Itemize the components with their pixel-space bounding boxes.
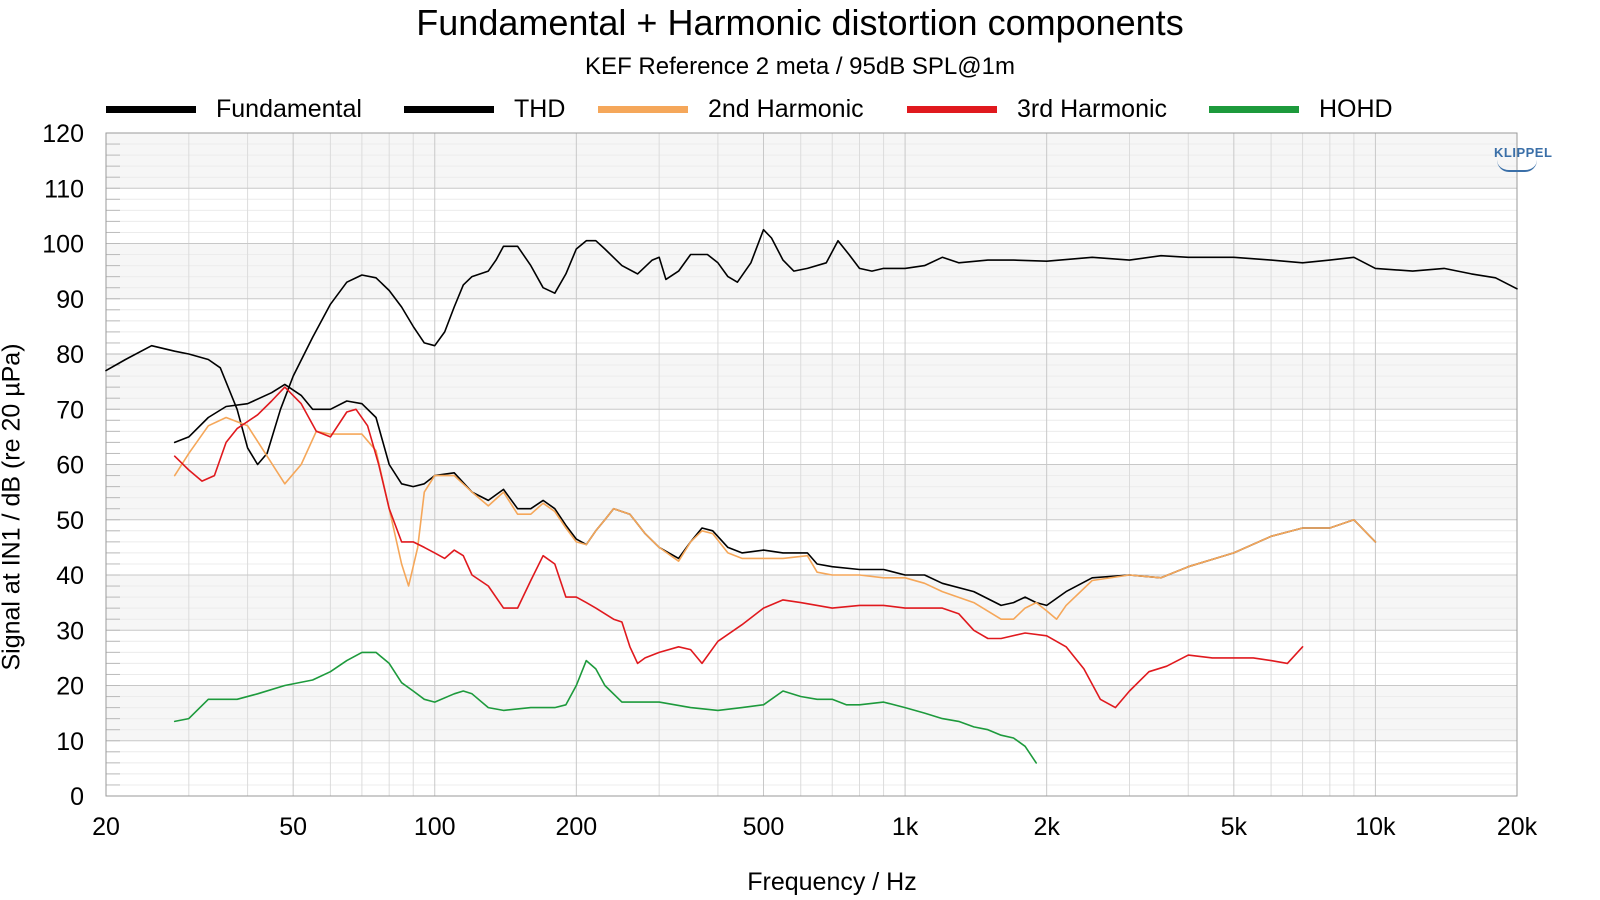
legend-item-thd: THD [404, 92, 565, 126]
x-tick-label: 2k [1033, 813, 1060, 841]
grid-band [106, 133, 1517, 189]
grid-band [106, 575, 1517, 631]
x-tick-label: 20k [1497, 813, 1538, 841]
legend-item-2nd-harmonic: 2nd Harmonic [598, 92, 864, 126]
plot-frame [105, 132, 1518, 797]
legend-swatch-2nd-harmonic [598, 105, 688, 113]
y-tick-label: 60 [56, 452, 84, 480]
x-tick-label: 5k [1221, 813, 1248, 841]
y-tick-label: 20 [56, 673, 84, 701]
y-tick-label: 30 [56, 617, 84, 645]
y-tick-label: 0 [70, 783, 84, 811]
grid-band [106, 464, 1517, 520]
x-tick-label: 500 [743, 813, 785, 841]
y-tick-label: 70 [56, 396, 84, 424]
klippel-logo: KLIPPEL [1494, 145, 1553, 160]
legend-label-thd: THD [514, 94, 566, 123]
series-line-3rd-harmonic [173, 386, 1304, 709]
y-tick-label: 90 [56, 286, 84, 314]
legend-swatch-thd [404, 105, 494, 113]
y-tick-label: 110 [44, 175, 84, 203]
legend-swatch-fundamental [106, 105, 196, 113]
x-tick-label: 100 [414, 813, 456, 841]
series-line-fundamental [105, 228, 1518, 466]
legend-label-3rd-harmonic: 3rd Harmonic [1017, 94, 1168, 123]
legend-label-hohd: HOHD [1319, 94, 1393, 123]
y-tick-label: 80 [56, 341, 84, 369]
x-tick-label: 20 [92, 813, 120, 841]
x-tick-label: 1k [892, 813, 919, 841]
y-tick-label: 120 [42, 120, 84, 148]
legend-item-fundamental: Fundamental [106, 92, 362, 126]
grid-band [106, 243, 1517, 299]
x-axis-label: Frequency / Hz [747, 868, 917, 896]
legend-label-2nd-harmonic: 2nd Harmonic [708, 94, 864, 123]
legend-item-3rd-harmonic: 3rd Harmonic [907, 92, 1167, 126]
y-axis-label: Signal at IN1 / dB (re 20 µPa) [0, 343, 26, 671]
legend-item-hohd: HOHD [1209, 92, 1393, 126]
legend-swatch-3rd-harmonic [907, 105, 997, 113]
x-tick-label: 10k [1355, 813, 1396, 841]
legend-label-fundamental: Fundamental [216, 94, 362, 123]
series-line-2nd-harmonic [173, 416, 1377, 620]
y-tick-label: 100 [42, 231, 84, 259]
grid-band [106, 685, 1517, 741]
x-tick-label: 50 [279, 813, 307, 841]
grid-band [106, 354, 1517, 410]
y-tick-label: 50 [56, 507, 84, 535]
chart-title: Fundamental + Harmonic distortion compon… [416, 2, 1184, 43]
y-tick-label: 40 [56, 562, 84, 590]
y-tick-label: 10 [56, 728, 84, 756]
legend: Fundamental THD 2nd Harmonic 3rd Harmoni… [0, 92, 1600, 126]
klippel-logo-arc [1497, 160, 1537, 172]
series-line-hohd [173, 651, 1037, 764]
chart-subtitle: KEF Reference 2 meta / 95dB SPL@1m [585, 53, 1015, 80]
x-tick-label: 200 [555, 813, 597, 841]
legend-swatch-hohd [1209, 105, 1299, 113]
